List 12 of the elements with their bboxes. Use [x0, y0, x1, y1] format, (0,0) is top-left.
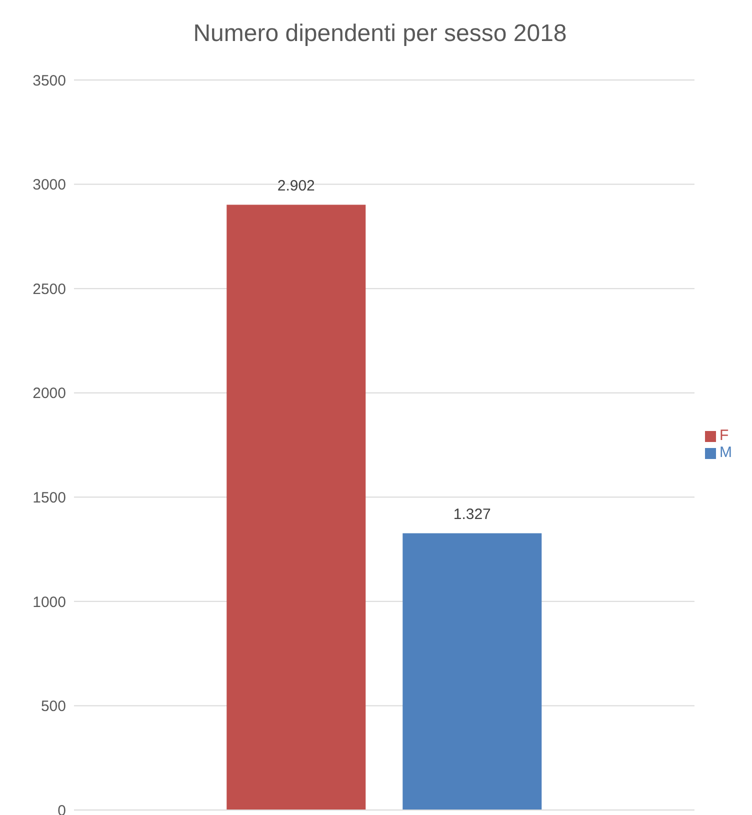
legend-label: F — [720, 427, 729, 444]
y-tick-label: 2500 — [32, 280, 66, 298]
legend-label: M — [720, 444, 732, 461]
y-tick-label: 500 — [40, 698, 66, 716]
y-tick-label: 2000 — [32, 385, 66, 402]
data-label: 2.902 — [277, 178, 315, 195]
y-tick-label: 1500 — [32, 489, 66, 506]
y-tick-label: 3000 — [32, 176, 66, 194]
chart-title: Numero dipendenti per sesso 2018 — [192, 19, 568, 49]
y-tick-label: 3500 — [32, 72, 66, 90]
data-label: 1.327 — [453, 506, 491, 524]
y-tick-label: 1000 — [32, 594, 66, 611]
